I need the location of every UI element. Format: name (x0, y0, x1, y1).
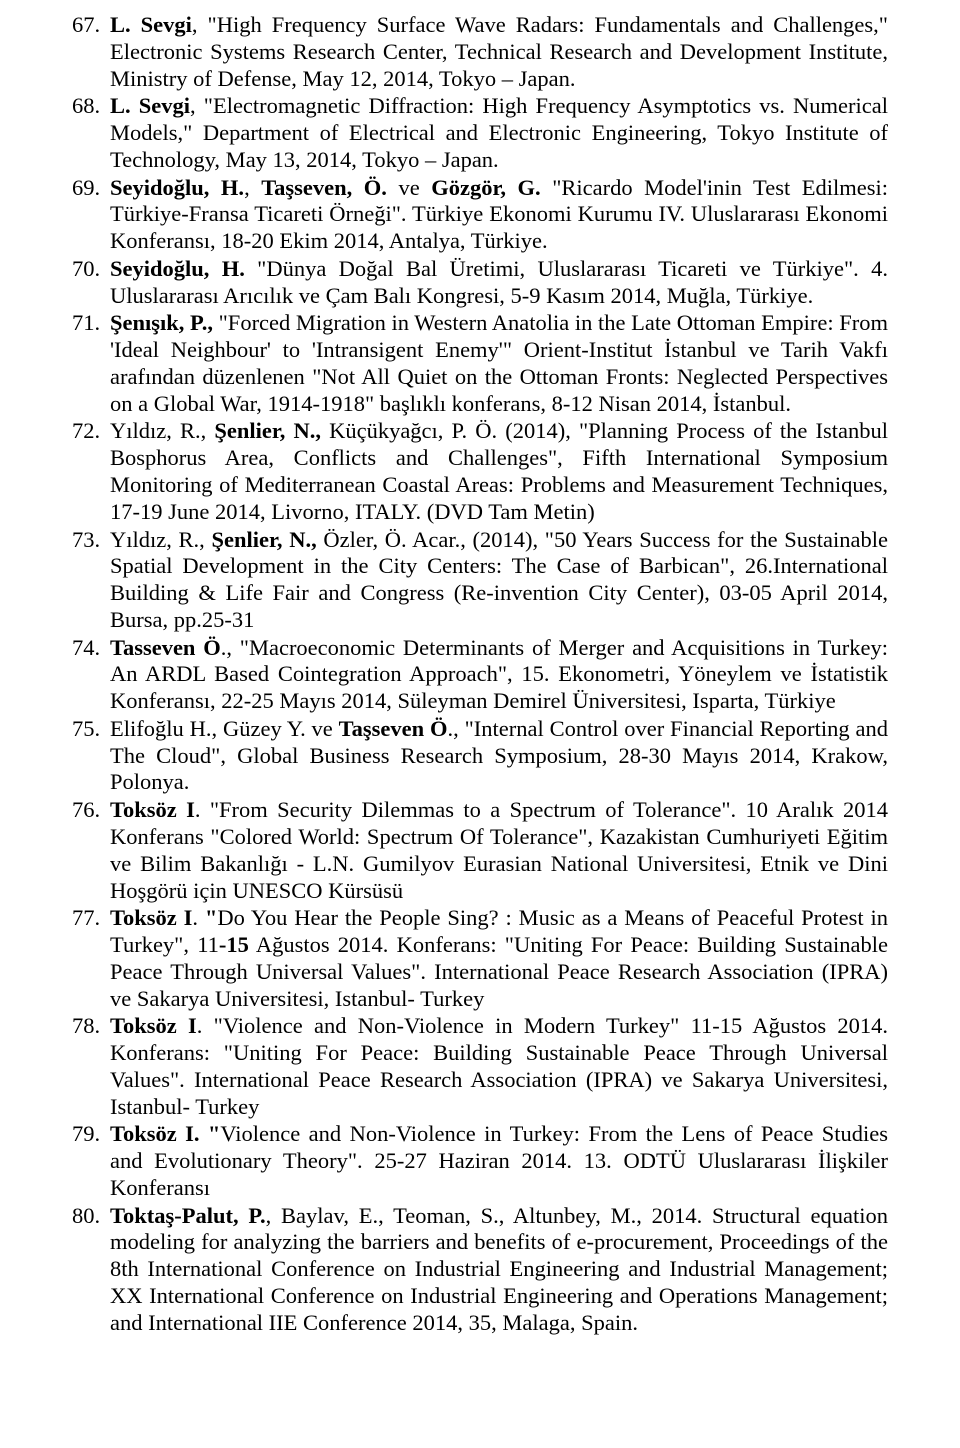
reference-text: ve (387, 175, 431, 200)
reference-item: Toksöz I. "From Security Dilemmas to a S… (72, 797, 888, 904)
reference-author: " (205, 905, 218, 930)
reference-text: Yıldız, R., (110, 418, 214, 443)
reference-text: Yıldız, R., (110, 527, 212, 552)
reference-author: Seyidoğlu, H. (110, 175, 244, 200)
reference-text: , "Electromagnetic Diffraction: High Fre… (110, 93, 888, 172)
reference-author: Gözgör, G. (431, 175, 540, 200)
reference-text: , "High Frequency Surface Wave Radars: F… (110, 12, 888, 91)
reference-item: Toksöz I. "Do You Hear the People Sing? … (72, 905, 888, 1012)
reference-item: L. Sevgi, "Electromagnetic Diffraction: … (72, 93, 888, 173)
reference-text: Violence and Non-Violence in Turkey: Fro… (110, 1121, 888, 1200)
reference-list: L. Sevgi, "High Frequency Surface Wave R… (72, 12, 888, 1337)
reference-item: Yıldız, R., Şenlier, N., Küçükyağcı, P. … (72, 418, 888, 525)
reference-author: L. Sevgi (110, 12, 192, 37)
reference-text: , (244, 175, 261, 200)
page-body: L. Sevgi, "High Frequency Surface Wave R… (0, 0, 960, 1378)
reference-item: Tasseven Ö., "Macroeconomic Determinants… (72, 635, 888, 715)
reference-text: "Forced Migration in Western Anatolia in… (110, 310, 888, 415)
reference-author: Şenlier, N., (212, 527, 317, 552)
reference-author: Taşseven, Ö. (261, 175, 387, 200)
reference-item: Seyidoğlu, H., Taşseven, Ö. ve Gözgör, G… (72, 175, 888, 255)
reference-text: . "Violence and Non-Violence in Modern T… (110, 1013, 888, 1118)
reference-item: L. Sevgi, "High Frequency Surface Wave R… (72, 12, 888, 92)
reference-text: Elifoğlu H., Güzey Y. ve (110, 716, 339, 741)
reference-text: . (192, 905, 205, 930)
reference-author: Tasseven Ö (110, 635, 221, 660)
reference-author: -15 (219, 932, 249, 957)
reference-item: Elifoğlu H., Güzey Y. ve Taşseven Ö., "I… (72, 716, 888, 796)
reference-author: Toksöz I. " (110, 1121, 220, 1146)
reference-text: . "From Security Dilemmas to a Spectrum … (110, 797, 888, 902)
reference-item: Toktaş-Palut, P., Baylav, E., Teoman, S.… (72, 1203, 888, 1337)
reference-author: Toksöz I (110, 905, 192, 930)
reference-author: Toksöz I (110, 797, 195, 822)
reference-author: L. Sevgi (110, 93, 190, 118)
reference-text: ., "Macroeconomic Determinants of Merger… (110, 635, 888, 714)
reference-author: Toksöz I (110, 1013, 197, 1038)
reference-item: Yıldız, R., Şenlier, N., Özler, Ö. Acar.… (72, 527, 888, 634)
reference-author: Seyidoğlu, H. (110, 256, 245, 281)
reference-author: Şenışık, P., (110, 310, 213, 335)
reference-author: Taşseven Ö (339, 716, 448, 741)
reference-item: Şenışık, P., "Forced Migration in Wester… (72, 310, 888, 417)
reference-item: Toksöz I. "Violence and Non-Violence in … (72, 1013, 888, 1120)
reference-author: Şenlier, N., (214, 418, 321, 443)
reference-author: Toktaş-Palut, P. (110, 1203, 266, 1228)
reference-item: Toksöz I. "Violence and Non-Violence in … (72, 1121, 888, 1201)
reference-item: Seyidoğlu, H. "Dünya Doğal Bal Üretimi, … (72, 256, 888, 310)
